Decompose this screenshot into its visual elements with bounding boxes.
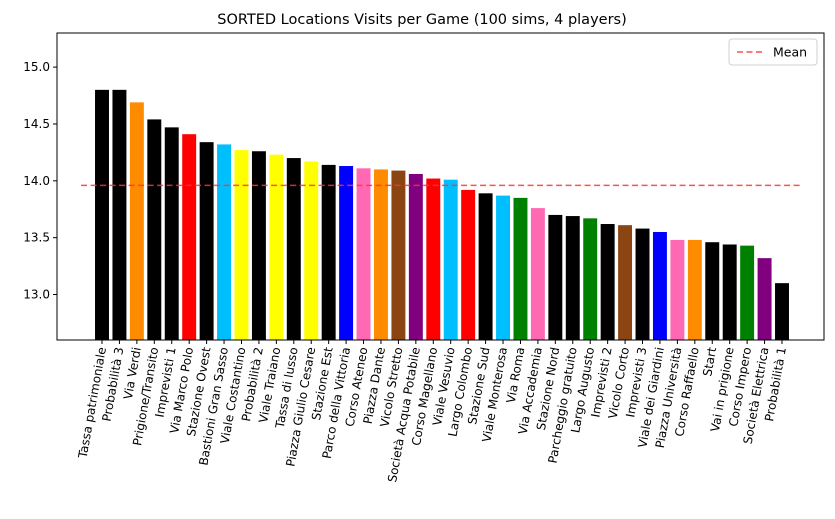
bar xyxy=(478,193,493,340)
bars-group xyxy=(95,89,789,341)
bar xyxy=(687,239,702,340)
bar xyxy=(635,228,650,340)
bar xyxy=(740,245,755,340)
bar xyxy=(356,168,371,340)
bar xyxy=(199,142,214,340)
bar xyxy=(652,231,667,340)
y-axis: 13.0 13.5 14.0 14.5 15.0 xyxy=(23,60,57,302)
legend-box xyxy=(728,38,818,66)
bar xyxy=(112,89,127,340)
bar xyxy=(269,154,284,340)
bar xyxy=(443,179,458,340)
plot-frame xyxy=(56,32,825,341)
bar xyxy=(408,173,423,340)
chart-title: SORTED Locations Visits per Game (100 si… xyxy=(217,12,627,28)
bar xyxy=(129,102,144,340)
bar xyxy=(304,161,319,340)
bar xyxy=(95,89,109,340)
y-tick-label: 14.5 xyxy=(23,117,50,131)
legend: Mean xyxy=(728,38,818,66)
x-tick-label: Start xyxy=(700,346,719,378)
bar xyxy=(618,225,633,340)
bar xyxy=(339,166,354,340)
bar xyxy=(164,127,179,341)
bar xyxy=(217,144,232,340)
bar xyxy=(565,216,580,340)
bar xyxy=(722,244,737,340)
bar xyxy=(182,134,197,340)
bar xyxy=(757,258,772,340)
bar xyxy=(583,218,598,340)
bar xyxy=(321,164,336,340)
bar xyxy=(530,208,545,340)
bar xyxy=(705,242,720,340)
bar xyxy=(147,119,162,340)
bar xyxy=(251,151,266,340)
bar xyxy=(775,283,789,340)
bar xyxy=(496,195,510,340)
bar xyxy=(234,150,249,340)
y-tick-label: 13.0 xyxy=(23,288,50,302)
bar xyxy=(461,189,476,340)
y-tick-label: 13.5 xyxy=(23,231,50,245)
bar xyxy=(548,214,563,340)
legend-label: Mean xyxy=(773,45,807,60)
y-tick-label: 15.0 xyxy=(23,60,50,74)
bar xyxy=(426,178,441,340)
bar xyxy=(670,239,685,340)
y-tick-label: 14.0 xyxy=(23,174,50,188)
bar xyxy=(374,169,388,340)
bar xyxy=(391,170,406,340)
bar xyxy=(600,224,615,340)
bar xyxy=(286,158,301,340)
bar xyxy=(513,197,528,340)
